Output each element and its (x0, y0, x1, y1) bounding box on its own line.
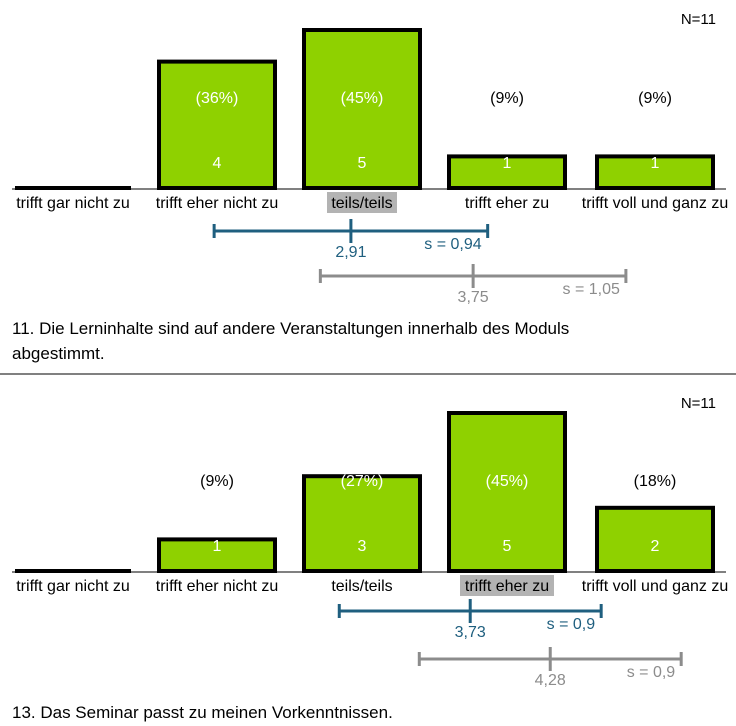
percent-label: (45%) (341, 90, 384, 107)
percent-label: (9%) (490, 90, 524, 107)
bar (447, 154, 567, 190)
chart-top: N=11 (36%) 4 (45%) 5 (9%) 1 (9%) 1 trifft gar nic… (12, 11, 728, 306)
category-label: trifft voll und ganz zu (582, 578, 728, 595)
question-11-title-line-1: 11. Die Lerninhalte sind auf andere Vera… (12, 319, 569, 338)
count-label: 5 (358, 155, 367, 172)
category-highlight (327, 192, 397, 213)
count-label: 1 (213, 538, 222, 555)
mean-label-reference: 4,28 (535, 672, 566, 689)
category-label: trifft gar nicht zu (16, 578, 130, 595)
mean-label-reference: 3,75 (458, 289, 489, 306)
bar (302, 28, 422, 190)
mean-label-current: 2,91 (335, 244, 366, 261)
percent-label: (36%) (196, 90, 239, 107)
percent-label: (9%) (200, 473, 234, 490)
category-highlight (460, 575, 554, 596)
question-13-title: 13. Das Seminar passt zu meinen Vorkennt… (12, 703, 393, 722)
count-label: 4 (213, 155, 222, 172)
bar (595, 154, 715, 190)
category-label: trifft gar nicht zu (16, 195, 130, 212)
mean-label-current: 3,73 (455, 624, 486, 641)
percent-label: (9%) (638, 90, 672, 107)
count-label: 1 (651, 155, 660, 172)
sd-label-current: s = 0,94 (424, 236, 481, 253)
category-label: teils/teils (331, 195, 392, 212)
n-label: N=11 (681, 395, 716, 412)
percent-label: (45%) (486, 473, 529, 490)
bar (447, 411, 567, 573)
category-label: trifft eher nicht zu (156, 195, 278, 212)
bar (595, 505, 715, 573)
question-11-title-line-2: abgestimmt. (12, 344, 105, 363)
bar (157, 59, 277, 190)
category-label: trifft eher zu (465, 195, 549, 212)
count-label: 5 (503, 538, 512, 555)
count-label: 1 (503, 155, 512, 172)
bar (302, 474, 422, 574)
n-label: N=11 (681, 11, 716, 28)
percent-label: (27%) (341, 473, 384, 490)
sd-label-reference: s = 0,9 (627, 664, 676, 681)
sd-label-current: s = 0,9 (547, 616, 596, 633)
category-label: trifft eher zu (465, 578, 549, 595)
category-label: teils/teils (331, 578, 392, 595)
sd-label-reference: s = 1,05 (563, 281, 620, 298)
chart-bottom: N=11 (9%) 1 (27%) 3 (45%) 5 (18%) 2 trifft gar ni… (12, 395, 728, 689)
category-label: trifft eher nicht zu (156, 578, 278, 595)
bar (157, 537, 277, 574)
category-label: trifft voll und ganz zu (582, 195, 728, 212)
count-label: 2 (651, 538, 660, 555)
count-label: 3 (358, 538, 367, 555)
percent-label: (18%) (634, 473, 677, 490)
